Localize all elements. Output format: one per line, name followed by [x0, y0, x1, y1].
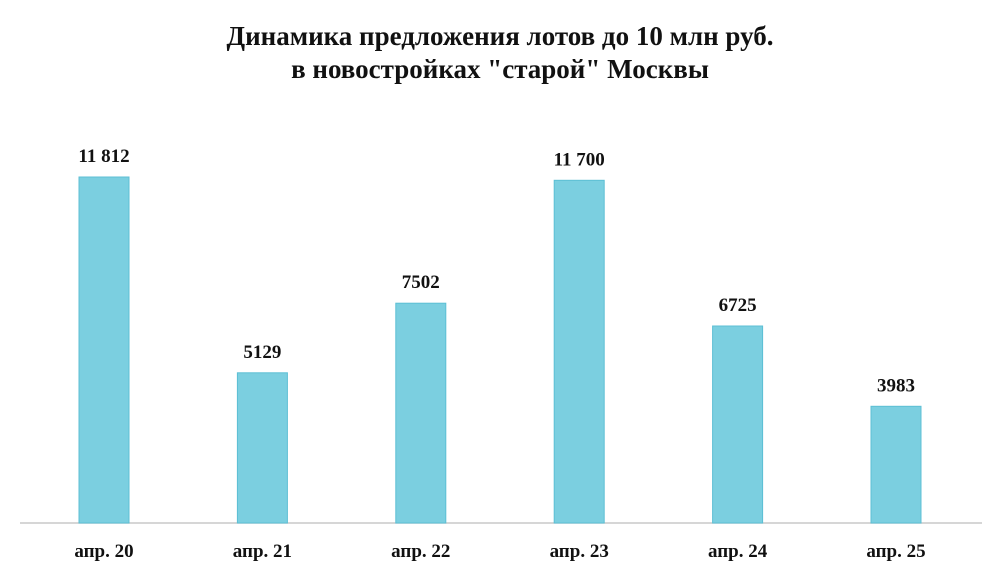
data-label: 11 812 [78, 146, 129, 167]
bar-апр-20 [78, 176, 130, 524]
x-tick-label: апр. 25 [866, 541, 925, 562]
bar-апр-24 [712, 325, 764, 524]
bar-апр-22 [395, 302, 447, 524]
data-label: 6725 [719, 295, 757, 316]
data-label: 11 700 [554, 149, 605, 170]
x-tick-label: апр. 22 [391, 541, 450, 562]
data-label: 3983 [877, 375, 915, 396]
x-tick-label: апр. 20 [74, 541, 133, 562]
chart-title-line-1: Динамика предложения лотов до 10 млн руб… [226, 21, 774, 51]
bar-апр-21 [236, 372, 288, 524]
data-label: 7502 [402, 272, 440, 293]
chart-title-line-2: в новостройках "старой" Москвы [291, 54, 709, 84]
data-label: 5129 [243, 342, 281, 363]
x-tick-label: апр. 23 [550, 541, 609, 562]
chart-title: Динамика предложения лотов до 10 млн руб… [0, 20, 1000, 86]
bar-апр-25 [870, 405, 922, 524]
x-tick-label: апр. 21 [233, 541, 292, 562]
x-tick-label: апр. 24 [708, 541, 768, 562]
bar-апр-23 [553, 179, 605, 524]
